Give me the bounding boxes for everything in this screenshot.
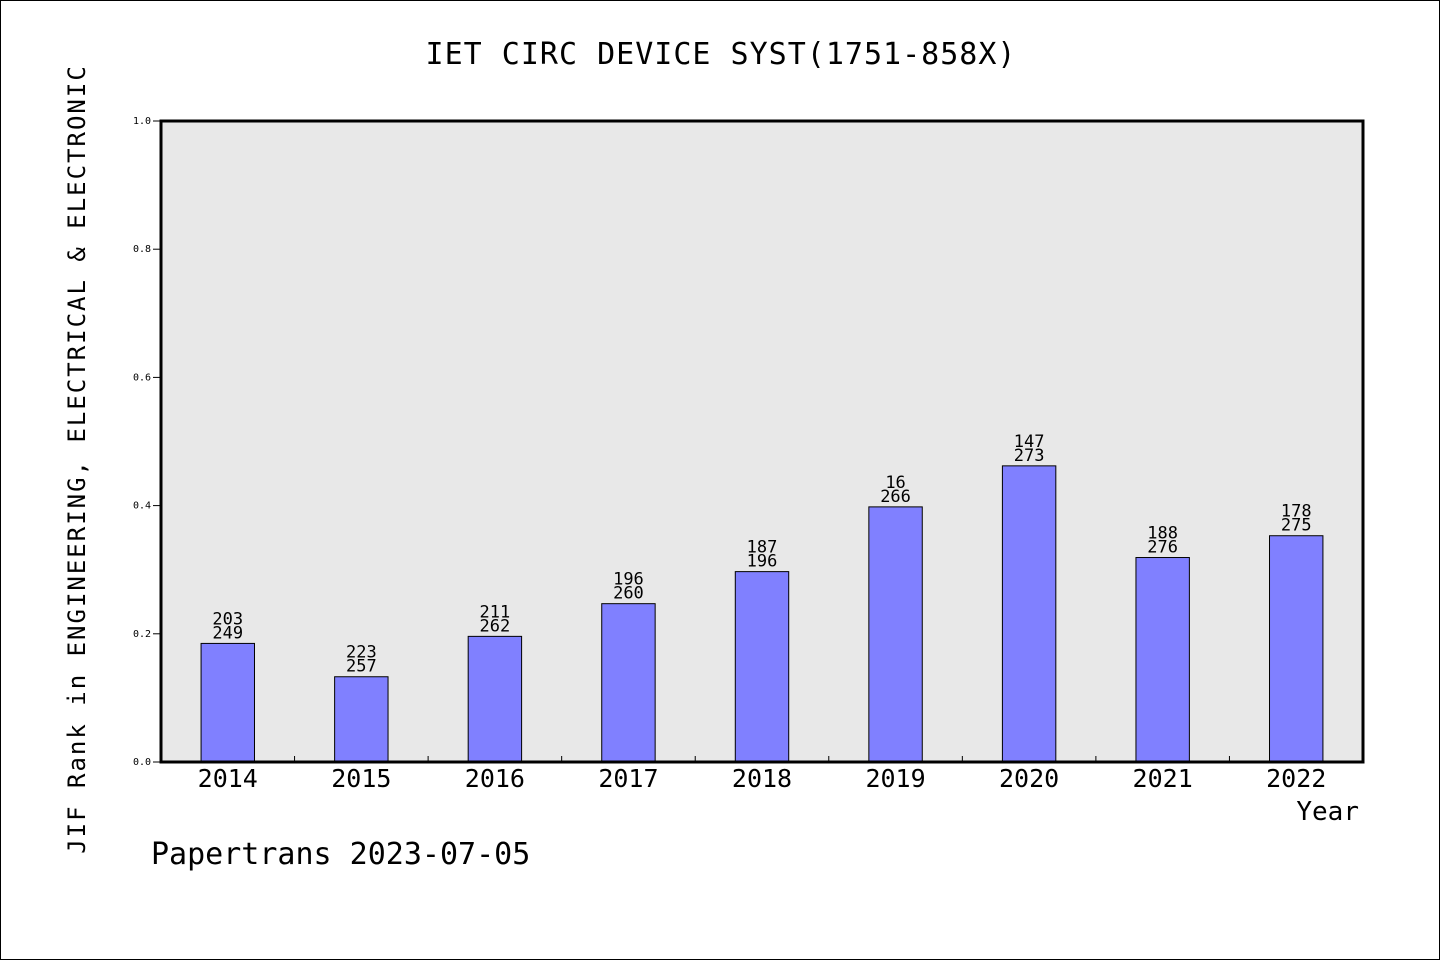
bar-label-bottom-2020: 273 [1014,446,1045,466]
bar-label-top-2020: 147 [1014,432,1045,452]
bar-label-bottom-2017: 260 [613,584,644,604]
bar-label-top-2015: 223 [346,643,377,663]
bar-2020 [1001,465,1057,763]
bar-2016 [467,635,523,763]
bar-label-bottom-2018: 196 [747,552,778,572]
x-tick-label-2021: 2021 [1133,764,1193,793]
x-tick-label-2015: 2015 [331,764,391,793]
bar-label-bottom-2015: 257 [346,657,377,677]
bar-2015 [334,676,389,763]
y-tick-label: 1.0 [133,116,151,127]
bar-2018 [734,571,790,763]
plot-frame [159,119,1365,764]
bar-label-bottom-2019: 266 [880,487,911,507]
bar-2014 [200,642,255,763]
y-tick-label: 0.4 [133,501,151,512]
x-axis-label: Year [1296,797,1359,827]
bar-2017 [601,603,656,763]
x-tick-label-2016: 2016 [465,764,525,793]
y-tick-label: 0.8 [133,244,151,255]
x-tick-label-2020: 2020 [999,764,1059,793]
bar-label-bottom-2016: 262 [480,616,511,636]
bar-label-bottom-2021: 276 [1147,538,1178,558]
bar-label-top-2018: 187 [747,538,778,558]
chart-title: IET CIRC DEVICE SYST(1751-858X) [425,37,1017,72]
bar-2022 [1269,535,1324,763]
x-tick-label-2018: 2018 [732,764,792,793]
bar-label-top-2016: 211 [480,602,511,622]
bar-label-top-2017: 196 [613,570,644,590]
bar-label-top-2014: 203 [212,609,243,629]
footer-watermark: Papertrans 2023-07-05 [151,837,531,872]
bar-label-top-2022: 178 [1281,502,1312,522]
bar-label-top-2019: 16 [885,473,905,493]
bar-label-top-2021: 188 [1147,524,1178,544]
x-tick-label-2019: 2019 [865,764,925,793]
y-tick-label: 0.6 [133,372,151,383]
bar-label-bottom-2022: 275 [1281,516,1312,536]
x-tick-label-2017: 2017 [598,764,658,793]
y-tick-label: 0.0 [133,757,151,768]
y-tick-label: 0.2 [133,629,151,640]
bar-2021 [1135,557,1190,763]
x-tick-label-2022: 2022 [1266,764,1326,793]
bar-label-bottom-2014: 249 [212,623,243,643]
x-tick-label-2014: 2014 [198,764,258,793]
bar-2019 [868,506,923,763]
